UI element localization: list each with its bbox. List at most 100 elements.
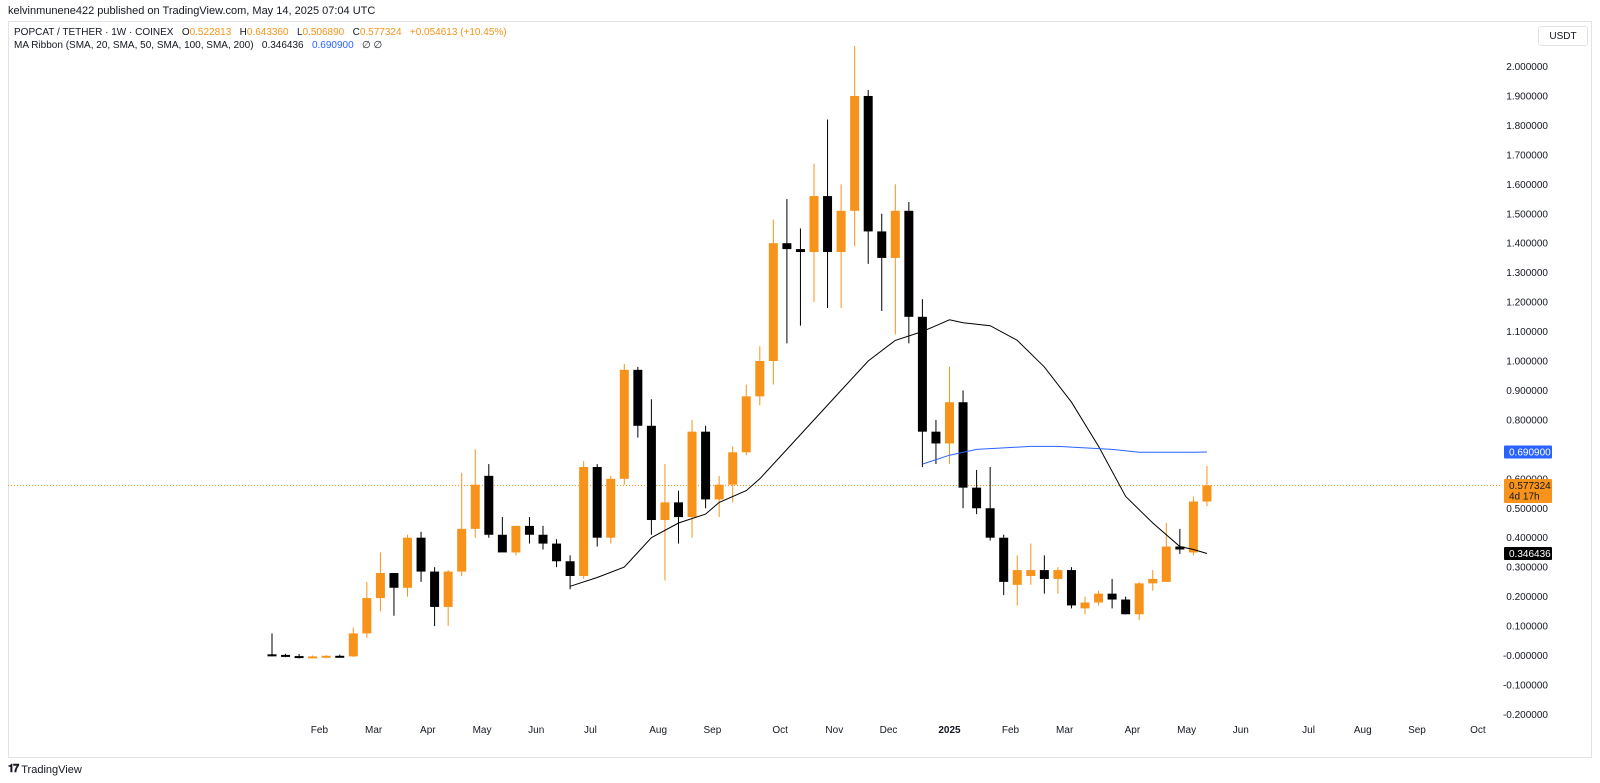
y-tick-label: 0.500000 xyxy=(1506,504,1548,515)
price-label-box xyxy=(1504,478,1552,503)
y-tick-label: 0.400000 xyxy=(1506,533,1548,544)
candle-body xyxy=(863,95,873,232)
y-tick-label: 1.200000 xyxy=(1506,298,1548,309)
candle-body xyxy=(281,654,291,657)
candle-body xyxy=(1121,599,1131,615)
candle-body xyxy=(1175,546,1185,550)
candle-body xyxy=(1053,570,1063,579)
candle-body xyxy=(674,502,683,518)
candle-body xyxy=(592,467,602,538)
candle-body xyxy=(552,543,562,562)
ma20-line xyxy=(569,319,1208,587)
currency-button[interactable]: USDT xyxy=(1538,26,1588,46)
candle-body xyxy=(714,484,724,500)
candle-body xyxy=(484,475,494,535)
candle-body xyxy=(1148,578,1158,584)
y-tick-label: 0.100000 xyxy=(1506,622,1548,633)
candle-body xyxy=(565,561,575,576)
price-label-text: 0.577324 xyxy=(1509,481,1551,492)
candle-body xyxy=(945,402,954,444)
y-tick-label: 1.800000 xyxy=(1506,121,1548,132)
y-tick-label: 0.900000 xyxy=(1506,386,1548,397)
candle-body xyxy=(1026,570,1036,576)
low-label: L xyxy=(296,27,303,38)
candle-body xyxy=(362,598,372,634)
x-tick-label: May xyxy=(473,725,492,736)
y-tick-label: 1.900000 xyxy=(1506,91,1548,102)
candle-body xyxy=(850,95,860,211)
y-tick-label: 0.800000 xyxy=(1506,415,1548,426)
candle-body xyxy=(917,316,927,432)
close-label: C xyxy=(352,27,360,38)
symbol-label[interactable]: POPCAT / TETHER · 1W · COINEX xyxy=(14,27,174,38)
indicator-label[interactable]: MA Ribbon (SMA, 20, SMA, 50, SMA, 100, S… xyxy=(14,40,254,51)
candle-body xyxy=(1161,546,1171,582)
open-value: 0.522813 xyxy=(189,27,232,38)
x-tick-label: Aug xyxy=(649,725,667,736)
x-tick-label: Jul xyxy=(1302,725,1315,736)
candle-body xyxy=(606,478,616,538)
candle-body xyxy=(823,196,833,253)
candle-body xyxy=(579,467,589,576)
y-tick-label: -0.000000 xyxy=(1503,651,1548,662)
candle-body xyxy=(768,243,778,361)
candle-body xyxy=(728,452,738,485)
y-tick-label: -0.200000 xyxy=(1503,710,1548,721)
candle-body xyxy=(321,655,331,658)
y-tick-label: 0.300000 xyxy=(1506,563,1548,574)
candle-body xyxy=(633,369,643,426)
candle-body xyxy=(1202,485,1212,502)
ma20-value: 0.346436 xyxy=(261,40,304,51)
price-label-text: 0.346436 xyxy=(1509,549,1551,560)
x-tick-label: Mar xyxy=(365,725,383,736)
candle-body xyxy=(755,361,765,397)
x-tick-label: Feb xyxy=(1002,725,1020,736)
candle-body xyxy=(1012,570,1022,585)
candle-body xyxy=(1188,501,1198,553)
x-tick-label: Oct xyxy=(772,725,788,736)
candle-body xyxy=(470,484,480,529)
candle-body xyxy=(795,249,805,253)
close-value: 0.577324 xyxy=(359,27,402,38)
candle-body xyxy=(348,633,358,657)
y-tick-label: -0.100000 xyxy=(1503,680,1548,691)
candle-body xyxy=(375,573,385,599)
low-value: 0.506890 xyxy=(302,27,345,38)
x-tick-label: Nov xyxy=(825,725,843,736)
candle-body xyxy=(931,431,941,444)
high-value: 0.643360 xyxy=(246,27,289,38)
candle-body xyxy=(1094,593,1104,603)
candle-body xyxy=(985,508,995,538)
x-tick-label: Aug xyxy=(1354,725,1372,736)
ma50-line xyxy=(922,445,1208,465)
x-tick-label: Dec xyxy=(880,725,898,736)
candle-body xyxy=(538,534,548,544)
candle-body xyxy=(836,210,846,253)
candle-body xyxy=(904,210,914,317)
y-tick-label: 1.700000 xyxy=(1506,150,1548,161)
candle-body xyxy=(1134,583,1144,615)
candle-body xyxy=(511,525,521,553)
na-values: ∅ ∅ xyxy=(362,40,383,51)
y-tick-label: 1.600000 xyxy=(1506,180,1548,191)
y-tick-label: 0.200000 xyxy=(1506,592,1548,603)
candle-body xyxy=(403,537,412,588)
publish-info: kelvinmunene422 published on TradingView… xyxy=(8,5,376,17)
candle-body xyxy=(1107,593,1117,600)
candle-body xyxy=(497,534,507,553)
x-tick-label: Apr xyxy=(1125,725,1141,736)
candle-body xyxy=(335,655,345,658)
candle-body xyxy=(619,369,629,479)
candle-body xyxy=(972,487,982,509)
y-tick-label: 1.300000 xyxy=(1506,268,1548,279)
candle-body xyxy=(687,431,697,518)
candle-body xyxy=(809,196,819,253)
ohlc-legend: POPCAT / TETHER · 1W · COINEX O0.522813 … xyxy=(14,27,507,38)
candle-body xyxy=(416,537,426,572)
x-tick-label: Jun xyxy=(1233,725,1249,736)
candle-body xyxy=(457,528,467,572)
x-tick-label: Sep xyxy=(703,725,721,736)
x-tick-label: Sep xyxy=(1408,725,1426,736)
change-value: +0.054613 (+10.45%) xyxy=(409,27,507,38)
